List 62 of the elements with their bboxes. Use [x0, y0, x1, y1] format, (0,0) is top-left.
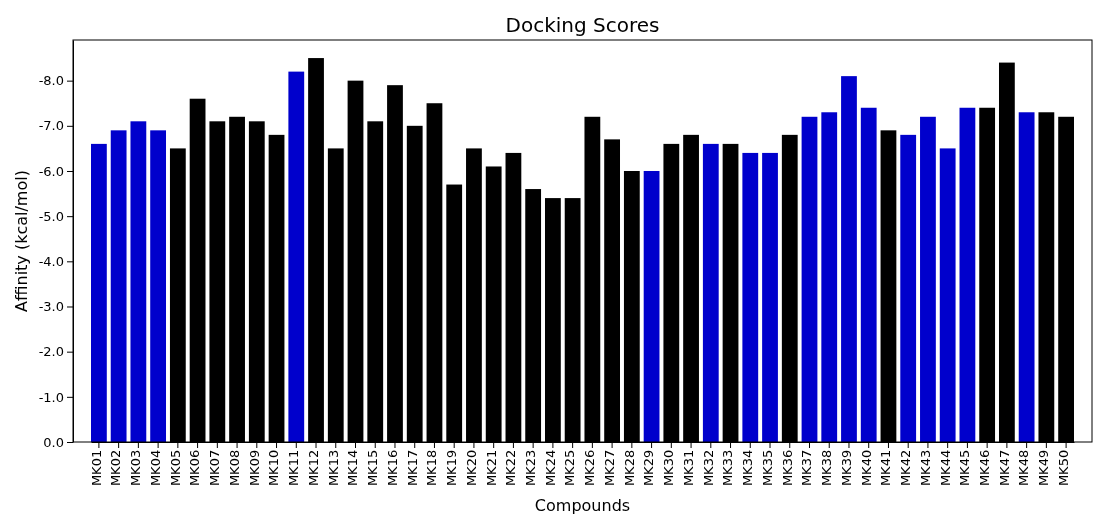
- y-tick-label: 0.0: [43, 434, 64, 450]
- x-tick-label: MK39: [838, 449, 854, 487]
- x-tick-label: MK22: [503, 449, 519, 487]
- y-tick-label: -5.0: [38, 208, 64, 224]
- x-tick-label: MK42: [898, 449, 914, 487]
- x-tick-label: MK11: [286, 449, 302, 487]
- y-tick-label: -8.0: [38, 73, 64, 89]
- x-tick-label: MK50: [1055, 449, 1071, 487]
- x-tick-label: MK23: [523, 449, 538, 487]
- x-tick-label: MK17: [404, 449, 420, 487]
- x-tick-label: MK28: [621, 449, 637, 487]
- x-tick-label: MK33: [720, 449, 736, 487]
- x-tick-label: MK06: [187, 449, 203, 487]
- y-tick-label: -3.0: [38, 299, 64, 315]
- chart-title: Docking Scores: [505, 13, 660, 37]
- x-tick-label: MK46: [977, 449, 992, 487]
- x-tick-label: MK41: [878, 449, 894, 487]
- x-tick-label: MK40: [858, 449, 874, 487]
- x-tick-label: MK12: [305, 449, 321, 487]
- y-axis-title: Affinity (kcal/mol): [12, 170, 31, 312]
- x-tick-label: MK01: [88, 449, 104, 487]
- x-tick-label: MK09: [246, 449, 262, 487]
- x-tick-label: MK02: [108, 449, 124, 487]
- x-tick-label: MK31: [680, 449, 696, 487]
- x-tick-label: MK36: [779, 449, 795, 487]
- y-tick-label: -6.0: [38, 163, 64, 179]
- x-tick-label: MK25: [562, 449, 578, 487]
- x-tick-label: MK47: [996, 449, 1012, 487]
- x-tick-label: MK15: [365, 449, 381, 487]
- x-tick-label: MK48: [1016, 449, 1032, 487]
- x-tick-label: MK35: [759, 449, 775, 487]
- x-tick-label: MK05: [167, 449, 183, 487]
- x-tick-label: MK37: [799, 449, 815, 487]
- x-tick-label: MK08: [226, 449, 242, 487]
- x-tick-label: MK45: [957, 449, 973, 487]
- x-tick-label: MK18: [424, 449, 440, 487]
- x-tick-label: MK38: [819, 449, 835, 487]
- x-tick-label: MK14: [345, 449, 361, 487]
- x-tick-label: MK21: [483, 449, 499, 487]
- x-tick-label: MK32: [700, 449, 716, 487]
- x-tick-label: MK44: [937, 449, 953, 487]
- x-tick-label: MK03: [128, 449, 144, 487]
- x-tick-label: MK07: [207, 449, 223, 487]
- x-tick-label: MK27: [601, 449, 617, 487]
- x-tick-label: MK19: [444, 449, 460, 487]
- x-tick-label: MK13: [325, 449, 341, 487]
- x-tick-label: MK49: [1036, 449, 1052, 487]
- y-tick-label: -2.0: [38, 344, 64, 360]
- x-tick-label: MK10: [266, 449, 282, 487]
- x-tick-label: MK04: [147, 449, 163, 487]
- y-tick-label: -1.0: [38, 389, 64, 405]
- x-tick-label: MK20: [463, 449, 479, 487]
- x-tick-label: MK24: [542, 449, 558, 487]
- x-tick-label: MK34: [740, 449, 756, 487]
- y-tick-label: -4.0: [38, 253, 64, 269]
- x-axis-title: Compounds: [534, 496, 631, 514]
- x-tick-label: MK43: [917, 449, 933, 487]
- y-tick-label: -7.0: [38, 118, 64, 134]
- x-tick-label: MK26: [582, 449, 598, 487]
- x-tick-label: MK29: [641, 449, 657, 487]
- x-tick-label: MK16: [384, 449, 400, 487]
- x-tick-label: MK30: [661, 449, 677, 487]
